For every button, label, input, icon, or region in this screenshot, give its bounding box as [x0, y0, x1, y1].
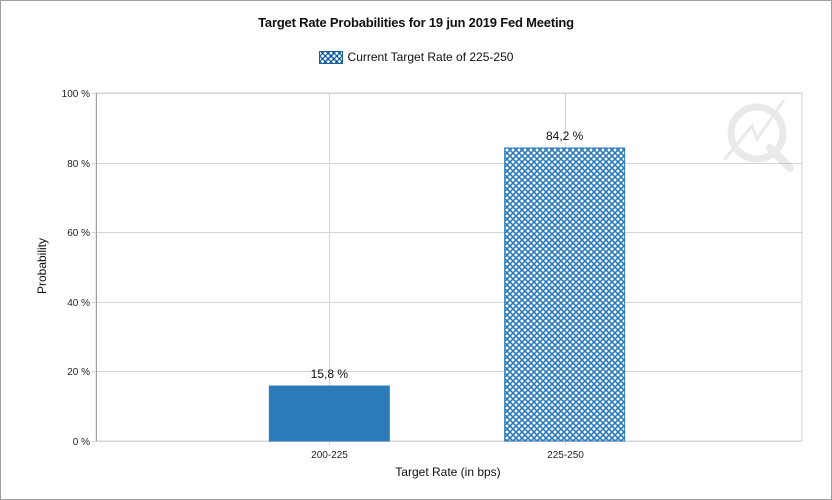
y-tick-label: 60 %: [67, 228, 90, 239]
y-axis-label: Probability: [35, 238, 49, 294]
legend-label: Current Target Rate of 225-250: [347, 50, 514, 64]
x-tick-label: 200-225: [311, 450, 348, 461]
legend-swatch: [318, 50, 343, 64]
bar-200-225[interactable]: [268, 385, 390, 442]
bar-data-label: 84,2 %: [546, 129, 584, 143]
legend[interactable]: Current Target Rate of 225-250: [0, 49, 832, 65]
y-tick-label: 20 %: [67, 367, 90, 378]
y-tick-label: 100 %: [62, 89, 90, 100]
x-axis-label: Target Rate (in bps): [395, 465, 500, 479]
y-tick-label: 40 %: [67, 298, 90, 309]
y-tick-label: 0 %: [73, 437, 90, 448]
x-tick-label: 225-250: [547, 450, 584, 461]
plot-area: [95, 92, 803, 442]
bar-225-250[interactable]: [504, 147, 626, 442]
chart-title: Target Rate Probabilities for 19 jun 201…: [258, 15, 574, 30]
y-tick-label: 80 %: [67, 159, 90, 170]
watermark-logo: [722, 99, 794, 172]
bar-data-label: 15,8 %: [311, 367, 349, 381]
